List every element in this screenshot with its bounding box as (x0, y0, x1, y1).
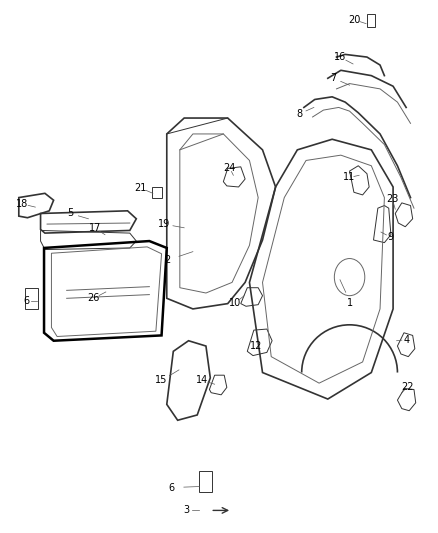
Text: 16: 16 (334, 52, 346, 62)
Text: 15: 15 (155, 375, 168, 385)
Text: 7: 7 (330, 73, 336, 83)
Text: 18: 18 (16, 199, 28, 209)
Bar (367, 13, 375, 27)
Text: 12: 12 (250, 341, 262, 351)
Text: 23: 23 (386, 193, 399, 204)
Text: 19: 19 (158, 219, 170, 229)
Text: 6: 6 (24, 296, 30, 306)
Text: 17: 17 (89, 223, 101, 233)
Text: 3: 3 (183, 505, 189, 515)
Text: 2: 2 (165, 255, 171, 265)
Text: 10: 10 (230, 297, 242, 308)
Text: 5: 5 (67, 208, 73, 219)
Bar (152, 187, 162, 198)
Bar (25, 288, 39, 309)
Text: 21: 21 (134, 183, 147, 193)
Text: 22: 22 (401, 382, 413, 392)
Text: 26: 26 (88, 293, 100, 303)
Text: 14: 14 (196, 375, 208, 385)
Text: 11: 11 (343, 172, 356, 182)
Bar (199, 471, 212, 492)
Text: 9: 9 (388, 232, 394, 243)
Text: 4: 4 (403, 335, 409, 345)
Text: 8: 8 (297, 109, 303, 119)
Text: 1: 1 (347, 297, 353, 308)
Text: 20: 20 (349, 15, 361, 25)
Text: 6: 6 (168, 482, 174, 492)
Text: 24: 24 (224, 164, 236, 173)
